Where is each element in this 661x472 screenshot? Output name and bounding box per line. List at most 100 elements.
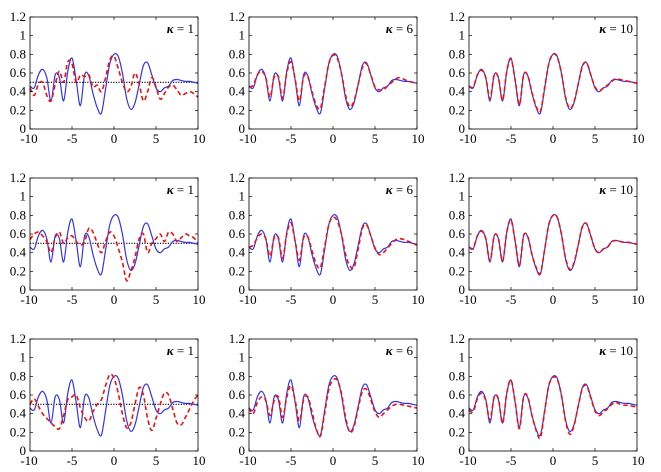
series-approx-line [468,375,638,440]
y-tick-label: 0.4 [10,406,27,421]
y-tick-label: 0.8 [449,207,465,222]
panel-r3-c1: -10 -5 0 5 10 0 0.2 0.4 0.6 0.8 1 1.2 κ = 1 [10,331,206,468]
y-tick-label: 0 [459,443,466,458]
y-tick-label: 0.6 [10,226,27,241]
x-tick-label: 10 [412,453,425,468]
y-tick-label: 0.6 [229,387,246,402]
y-tick-label: 0 [239,443,246,458]
panel-r3-c3: -10 -5 0 5 10 0 0.2 0.4 0.6 0.8 1 1.2 κ = 10 [449,331,645,468]
series-exact-line [248,52,418,115]
y-tick-label: 0 [20,443,27,458]
y-tick-label: 1 [20,28,27,43]
x-tick-label: 5 [153,453,160,468]
series-exact-line [29,213,199,276]
x-tick-label: 5 [592,131,599,146]
x-tick-label: 10 [412,292,425,307]
y-tick-label: 0.6 [10,65,27,80]
y-tick-label: 0.8 [10,368,26,383]
x-tick-label: 5 [372,131,379,146]
kappa-label: κ = 10 [599,343,633,358]
x-tick-label: -10 [239,131,256,146]
panel-r3-c2: -10 -5 0 5 10 0 0.2 0.4 0.6 0.8 1 1.2 κ = 6 [229,331,425,468]
y-tick-label: 1 [239,350,246,365]
y-tick-label: 0 [239,282,246,297]
y-tick-label: 0.4 [10,84,27,99]
x-tick-label: 0 [330,131,337,146]
kappa-label: κ = 10 [599,182,633,197]
x-tick-label: -5 [286,131,297,146]
x-tick-label: 10 [632,292,645,307]
x-tick-label: -5 [506,453,517,468]
y-tick-label: 1.2 [449,170,465,185]
y-tick-label: 1.2 [229,9,245,24]
panel-r2-c1: -10 -5 0 5 10 0 0.2 0.4 0.6 0.8 1 1.2 κ = 1 [10,170,206,307]
y-tick-label: 0.6 [449,387,466,402]
y-tick-label: 1 [459,189,466,204]
kappa-label: κ = 1 [167,182,194,197]
x-tick-label: -5 [506,292,517,307]
x-tick-label: -5 [506,131,517,146]
y-tick-label: 0.6 [449,226,466,241]
y-tick-label: 0.4 [229,245,246,260]
series-exact-line [468,213,638,276]
series-exact-line [248,213,418,276]
y-tick-label: 0.8 [449,368,465,383]
y-tick-label: 0.2 [449,424,465,439]
series-exact-line [468,52,638,115]
y-tick-label: 0.4 [10,245,27,260]
y-tick-label: 0 [20,282,27,297]
y-tick-label: 0.2 [10,263,26,278]
series-approx-line [248,377,418,438]
y-tick-label: 0.8 [449,46,465,61]
y-tick-label: 1.2 [10,331,26,346]
kappa-label: κ = 10 [599,21,633,36]
y-tick-label: 0.6 [229,65,246,80]
x-tick-label: -5 [67,292,78,307]
series-exact-line [29,52,199,115]
y-tick-label: 0.2 [229,424,245,439]
x-tick-label: -10 [239,292,256,307]
kappa-label: κ = 1 [167,21,194,36]
y-tick-label: 0.6 [10,387,27,402]
y-tick-label: 0.2 [10,102,26,117]
kappa-label: κ = 6 [386,182,414,197]
series-exact-line [468,374,638,437]
x-tick-label: 0 [111,292,118,307]
x-tick-label: -10 [239,453,256,468]
y-tick-label: 0.4 [449,84,466,99]
x-tick-label: -10 [20,292,37,307]
y-tick-label: 0 [20,121,27,136]
x-tick-label: 0 [550,131,557,146]
x-tick-label: 10 [632,131,645,146]
y-tick-label: 0.2 [10,424,26,439]
series-approx-line [248,216,418,270]
kappa-label: κ = 6 [386,343,414,358]
x-tick-label: -10 [459,292,476,307]
y-tick-label: 0.6 [449,65,466,80]
y-tick-label: 1 [20,350,27,365]
y-tick-label: 0.8 [229,207,245,222]
series-approx-line [468,53,638,114]
x-tick-label: 0 [550,292,557,307]
y-tick-label: 1.2 [229,331,245,346]
y-tick-label: 0.6 [229,226,246,241]
panel-r1-c2: -10 -5 0 5 10 0 0.2 0.4 0.6 0.8 1 1.2 κ = 6 [229,9,425,146]
y-tick-label: 1.2 [449,9,465,24]
x-tick-label: 10 [193,292,206,307]
y-tick-label: 1.2 [10,9,26,24]
y-tick-label: 0.8 [229,46,245,61]
x-tick-label: -5 [286,292,297,307]
x-tick-label: 5 [592,292,599,307]
panel-r1-c1: -10 -5 0 5 10 0 0.2 0.4 0.6 0.8 1 1.2 κ = 1 [10,9,206,146]
y-tick-label: 0.2 [229,263,245,278]
x-tick-label: 0 [550,453,557,468]
y-tick-label: 0 [239,121,246,136]
y-tick-label: 1.2 [10,170,26,185]
y-tick-label: 1 [459,350,466,365]
series-approx-line [248,54,418,111]
y-tick-label: 1 [20,189,27,204]
y-tick-label: 1 [459,28,466,43]
x-tick-label: 5 [372,453,379,468]
x-tick-label: -5 [286,453,297,468]
